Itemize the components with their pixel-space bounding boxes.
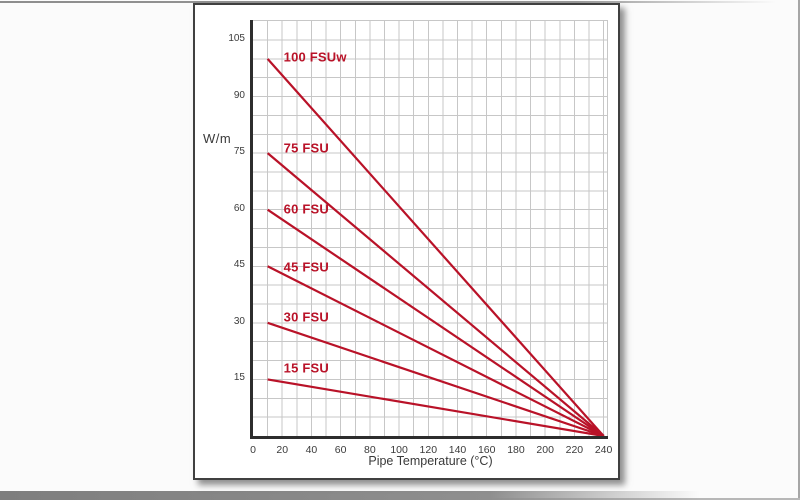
series-line-100-fsuw: [266, 58, 605, 436]
x-tick-label-100: 100: [390, 444, 408, 456]
series-line-45-fsu: [267, 265, 605, 436]
y-tick-label-30: 30: [233, 315, 245, 327]
series-label-15-fsu: 15 FSU: [283, 360, 329, 376]
chart-canvas: [253, 20, 608, 436]
series-line-15-fsu: [267, 378, 604, 436]
series-label-45-fsu: 45 FSU: [283, 259, 329, 275]
y-axis-title: W/m: [203, 131, 232, 146]
window-frame-bottom-strip: [0, 491, 700, 500]
x-tick-label-140: 140: [448, 444, 467, 456]
x-tick-label-0: 0: [250, 444, 256, 456]
series-label-30-fsu: 30 FSU: [283, 309, 329, 325]
x-tick-label-200: 200: [536, 444, 554, 456]
x-tick-label-20: 20: [276, 444, 289, 456]
chart-panel: W/m Pipe Temperature (°C) 15 30 45 60 75 90 10…: [193, 3, 620, 480]
series-label-60-fsu: 60 FSU: [283, 201, 329, 217]
x-tick-label-60: 60: [334, 444, 347, 456]
y-tick-label-45: 45: [233, 259, 245, 271]
x-tick-label-120: 120: [419, 444, 438, 456]
x-tick-label-220: 220: [565, 444, 584, 456]
y-tick-label-15: 15: [233, 372, 245, 384]
series-line-30-fsu: [267, 321, 604, 436]
window-frame-top: [0, 1, 800, 3]
series-label-75-fsu: 75 FSU: [283, 140, 329, 156]
series-line-75-fsu: [266, 152, 605, 436]
x-tick-label-240: 240: [594, 444, 613, 456]
series-label-100-fsuw: 100 FSUw: [283, 49, 347, 65]
y-tick-label-90: 90: [233, 89, 245, 101]
x-tick-label-180: 180: [507, 444, 525, 456]
x-tick-label-80: 80: [364, 444, 376, 456]
y-tick-label-105: 105: [228, 32, 245, 44]
plot-area: [250, 20, 608, 439]
x-tick-label-160: 160: [477, 444, 496, 456]
x-axis-title: Pipe Temperature (°C): [368, 454, 493, 468]
x-tick-label-40: 40: [305, 444, 318, 456]
window-frame-right: [798, 0, 800, 500]
y-tick-label-60: 60: [233, 202, 245, 214]
y-tick-label-75: 75: [233, 146, 245, 158]
series-line-60-fsu: [266, 208, 605, 436]
